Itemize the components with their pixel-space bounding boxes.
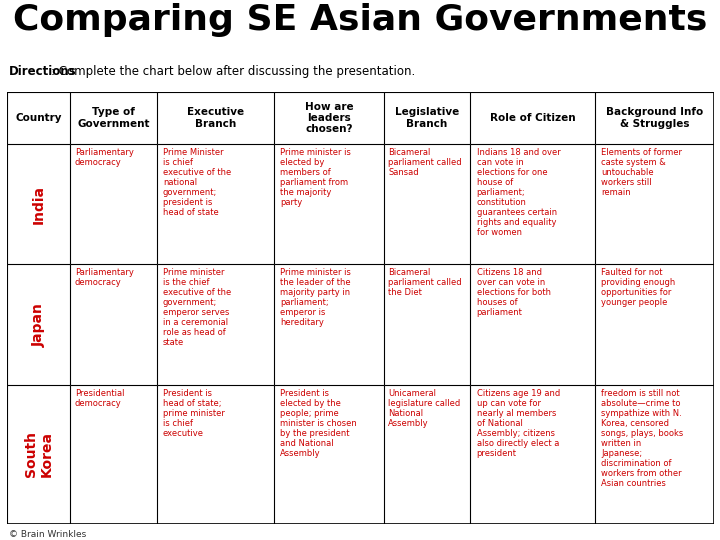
Text: Comparing SE Asian Governments: Comparing SE Asian Governments bbox=[13, 3, 707, 37]
Text: Prime minister is
the leader of the
majority party in
parliament;
emperor is
her: Prime minister is the leader of the majo… bbox=[280, 268, 351, 327]
Text: Faulted for not
providing enough
opportunities for
younger people: Faulted for not providing enough opportu… bbox=[601, 268, 675, 307]
Text: : Complete the chart below after discussing the presentation.: : Complete the chart below after discuss… bbox=[52, 65, 415, 78]
Text: Unicameral
legislature called
National
Assembly: Unicameral legislature called National A… bbox=[388, 389, 461, 428]
Text: South
Korea: South Korea bbox=[24, 431, 54, 477]
Text: Directions: Directions bbox=[9, 65, 76, 78]
Text: How are
leaders
chosen?: How are leaders chosen? bbox=[305, 102, 354, 134]
Text: Indians 18 and over
can vote in
elections for one
house of
parliament;
constitut: Indians 18 and over can vote in election… bbox=[477, 147, 560, 237]
Text: Executive
Branch: Executive Branch bbox=[187, 107, 244, 129]
Text: India: India bbox=[32, 185, 46, 224]
Text: Role of Citizen: Role of Citizen bbox=[490, 113, 576, 123]
Text: Presidential
democracy: Presidential democracy bbox=[75, 389, 125, 408]
Text: Type of
Government: Type of Government bbox=[78, 107, 150, 129]
Text: Prime Minister
is chief
executive of the
national
government;
president is
head : Prime Minister is chief executive of the… bbox=[163, 147, 231, 217]
Text: Citizens 18 and
over can vote in
elections for both
houses of
parliament: Citizens 18 and over can vote in electio… bbox=[477, 268, 551, 317]
Text: freedom is still not
absolute—crime to
sympathize with N.
Korea, censored
songs,: freedom is still not absolute—crime to s… bbox=[601, 389, 683, 488]
Text: Citizens age 19 and
up can vote for
nearly al members
of National
Assembly; citi: Citizens age 19 and up can vote for near… bbox=[477, 389, 560, 458]
Text: Parliamentary
democracy: Parliamentary democracy bbox=[75, 147, 134, 167]
Text: © Brain Wrinkles: © Brain Wrinkles bbox=[9, 530, 86, 539]
Text: Legislative
Branch: Legislative Branch bbox=[395, 107, 459, 129]
Text: Prime minister
is the chief
executive of the
government;
emperor serves
in a cer: Prime minister is the chief executive of… bbox=[163, 268, 231, 347]
Text: Prime minister is
elected by
members of
parliament from
the majority
party: Prime minister is elected by members of … bbox=[280, 147, 351, 207]
Text: Bicameral
parliament called
the Diet: Bicameral parliament called the Diet bbox=[388, 268, 462, 297]
Text: Parliamentary
democracy: Parliamentary democracy bbox=[75, 268, 134, 287]
Text: Japan: Japan bbox=[32, 302, 46, 347]
Text: President is
head of state;
prime minister
is chief
executive: President is head of state; prime minist… bbox=[163, 389, 225, 438]
Text: Bicameral
parliament called
Sansad: Bicameral parliament called Sansad bbox=[388, 147, 462, 177]
Text: President is
elected by the
people; prime
minister is chosen
by the president
an: President is elected by the people; prim… bbox=[280, 389, 356, 458]
Text: Country: Country bbox=[16, 113, 62, 123]
Text: Background Info
& Struggles: Background Info & Struggles bbox=[606, 107, 703, 129]
Text: Elements of former
caste system &
untouchable
workers still
remain: Elements of former caste system & untouc… bbox=[601, 147, 683, 197]
